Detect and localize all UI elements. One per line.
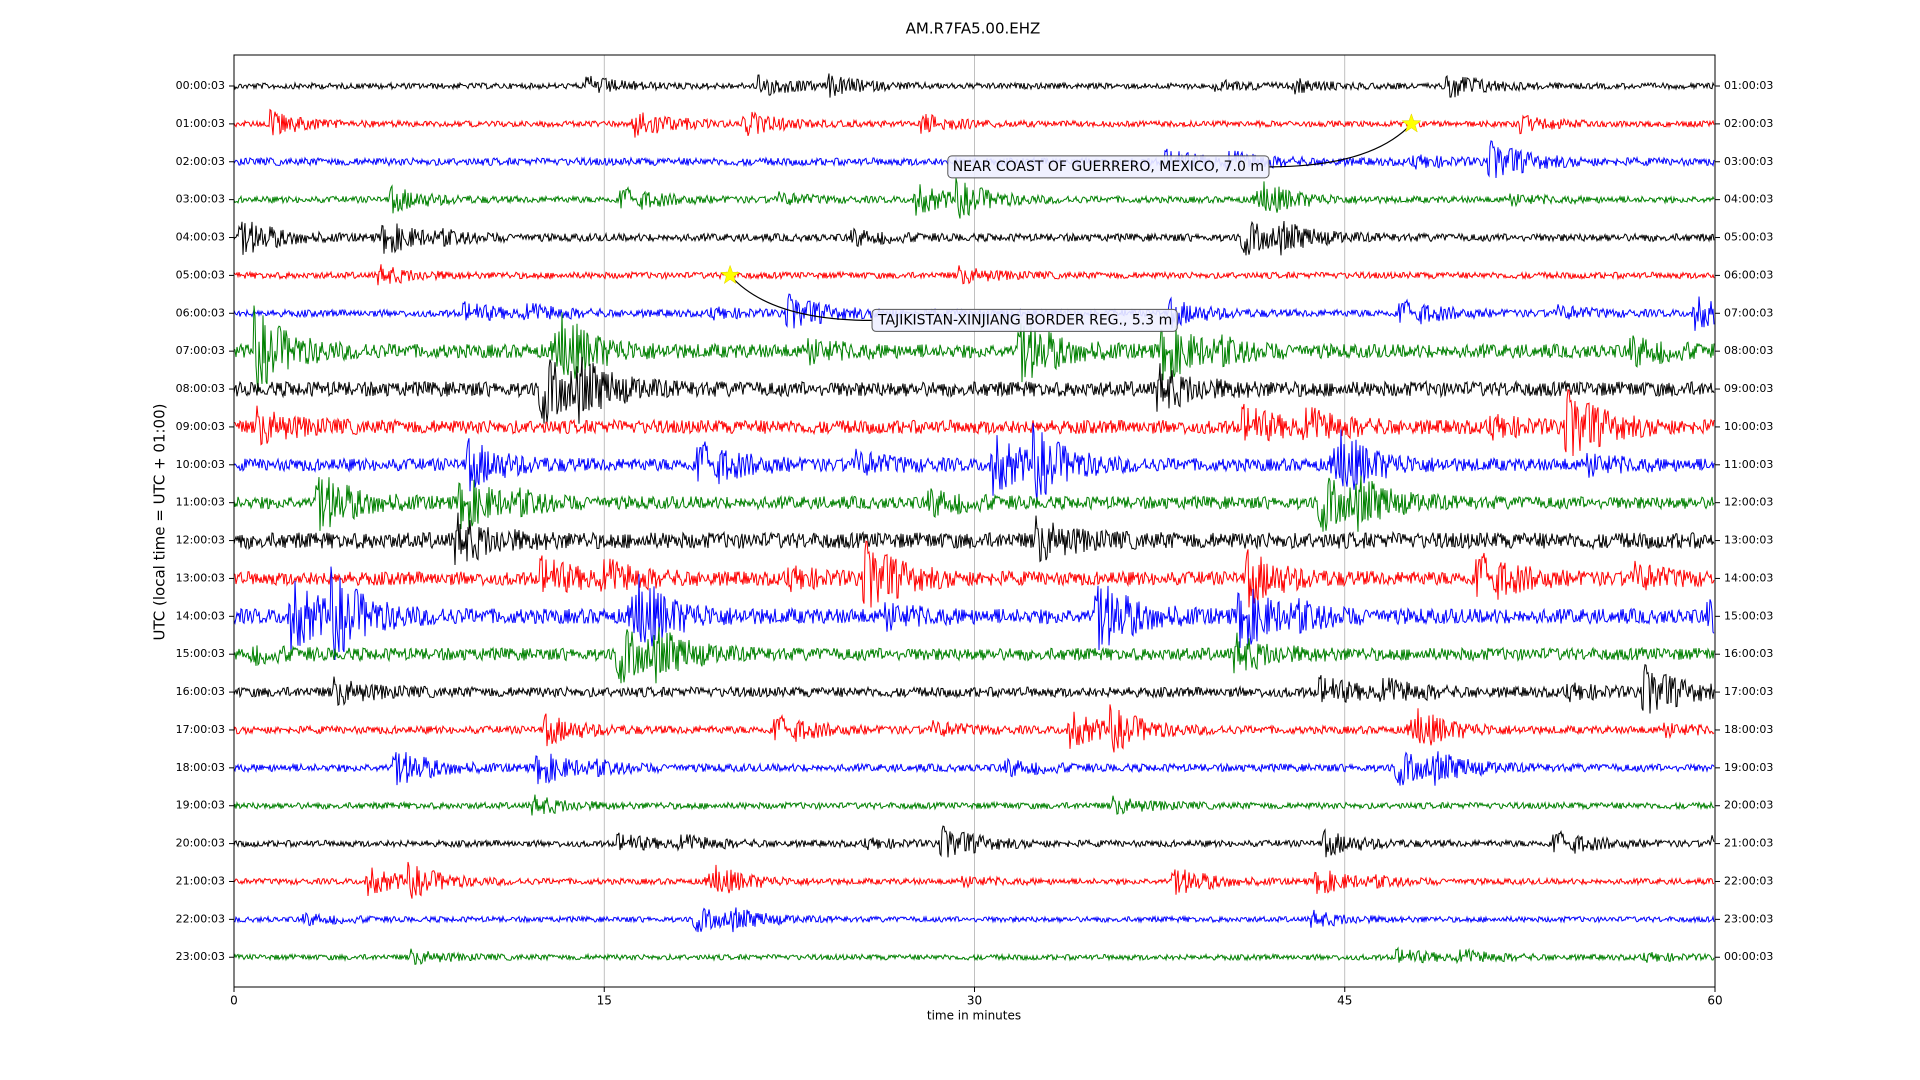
y-tick-label: 23:00:03 bbox=[176, 950, 225, 963]
y2-tick-label: 20:00:03 bbox=[1724, 799, 1773, 812]
seismic-trace bbox=[233, 907, 1715, 933]
y2-tick-label: 01:00:03 bbox=[1724, 79, 1773, 92]
seismic-trace bbox=[233, 794, 1715, 816]
seismic-trace bbox=[233, 388, 1715, 457]
y-tick-label: 05:00:03 bbox=[176, 268, 225, 281]
event-label: NEAR COAST OF GUERRERO, MEXICO, 7.0 m bbox=[953, 159, 1264, 175]
y-tick-label: 21:00:03 bbox=[176, 874, 225, 887]
y2-tick-label: 06:00:03 bbox=[1724, 268, 1773, 281]
event-star bbox=[719, 264, 741, 285]
event-star bbox=[1401, 113, 1422, 133]
event-label: TAJIKISTAN-XINJIANG BORDER REG., 5.3 m bbox=[877, 312, 1172, 328]
event-connector bbox=[1268, 123, 1412, 168]
y-tick-label: 10:00:03 bbox=[176, 458, 225, 471]
y2-tick-label: 13:00:03 bbox=[1724, 534, 1773, 547]
seismic-trace bbox=[233, 423, 1715, 502]
seismic-trace bbox=[233, 540, 1715, 608]
event-connector bbox=[729, 275, 873, 321]
y-tick-label: 19:00:03 bbox=[176, 799, 225, 812]
y2-tick-label: 15:00:03 bbox=[1724, 609, 1773, 622]
y-tick-label: 18:00:03 bbox=[176, 761, 225, 774]
y-tick-label: 16:00:03 bbox=[176, 685, 225, 698]
y2-tick-label: 11:00:03 bbox=[1724, 458, 1773, 471]
y2-tick-label: 12:00:03 bbox=[1724, 496, 1773, 509]
seismic-trace bbox=[233, 861, 1715, 899]
y2-tick-label: 04:00:03 bbox=[1724, 193, 1773, 206]
y2-tick-label: 22:00:03 bbox=[1724, 874, 1773, 887]
y-tick-label: 15:00:03 bbox=[176, 647, 225, 660]
seismic-trace bbox=[233, 73, 1715, 98]
x-tick-label: 15 bbox=[597, 994, 612, 1008]
y2-tick-label: 03:00:03 bbox=[1724, 155, 1773, 168]
seismic-trace bbox=[233, 751, 1715, 786]
y2-tick-label: 09:00:03 bbox=[1724, 382, 1773, 395]
y2-tick-label: 21:00:03 bbox=[1724, 837, 1773, 850]
event-annotation: NEAR COAST OF GUERRERO, MEXICO, 7.0 m bbox=[947, 113, 1422, 179]
x-tick-label: 60 bbox=[1707, 994, 1722, 1008]
seismic-trace bbox=[233, 512, 1715, 566]
y-tick-label: 08:00:03 bbox=[176, 382, 225, 395]
seismic-trace bbox=[233, 946, 1715, 965]
y2-tick-label: 18:00:03 bbox=[1724, 723, 1773, 736]
y-tick-label: 22:00:03 bbox=[176, 912, 225, 925]
y-tick-label: 04:00:03 bbox=[176, 231, 225, 244]
y2-tick-label: 14:00:03 bbox=[1724, 571, 1773, 584]
y-tick-label: 13:00:03 bbox=[176, 571, 225, 584]
event-label-box bbox=[947, 155, 1270, 179]
y-tick-label: 20:00:03 bbox=[176, 837, 225, 850]
seismic-trace bbox=[233, 305, 1715, 392]
y-tick-label: 00:00:03 bbox=[176, 79, 225, 92]
y2-tick-label: 00:00:03 bbox=[1724, 950, 1773, 963]
seismic-trace bbox=[233, 627, 1715, 684]
seismic-trace bbox=[233, 178, 1715, 219]
event-label-box bbox=[871, 308, 1178, 332]
y2-tick-label: 17:00:03 bbox=[1724, 685, 1773, 698]
y-tick-label: 11:00:03 bbox=[176, 496, 225, 509]
x-axis-label: time in minutes bbox=[927, 1009, 1021, 1023]
y-tick-label: 09:00:03 bbox=[176, 420, 225, 433]
y-tick-label: 14:00:03 bbox=[176, 609, 225, 622]
chart-title: AM.R7FA5.00.EHZ bbox=[906, 20, 1041, 38]
seismic-trace bbox=[233, 825, 1715, 858]
event-annotation: TAJIKISTAN-XINJIANG BORDER REG., 5.3 m bbox=[719, 264, 1178, 332]
y-tick-label: 06:00:03 bbox=[176, 306, 225, 319]
seismic-trace bbox=[233, 108, 1715, 138]
y-tick-label: 17:00:03 bbox=[176, 723, 225, 736]
y-axis-label: UTC (local time = UTC + 01:00) bbox=[151, 404, 169, 641]
overlay: 0 15 30 45 60 00:00:03 01:00:03 01:00:03 02:00:0… bbox=[176, 79, 1774, 1008]
y2-tick-label: 05:00:03 bbox=[1724, 231, 1773, 244]
seismic-trace bbox=[233, 566, 1715, 661]
traces bbox=[233, 73, 1715, 965]
x-tick-label: 45 bbox=[1337, 994, 1352, 1008]
y-tick-label: 02:00:03 bbox=[176, 155, 225, 168]
y2-tick-label: 08:00:03 bbox=[1724, 344, 1773, 357]
y2-tick-label: 16:00:03 bbox=[1724, 647, 1773, 660]
seismic-trace bbox=[233, 356, 1715, 424]
seismic-trace bbox=[233, 704, 1715, 753]
y-tick-label: 01:00:03 bbox=[176, 117, 225, 130]
y-tick-label: 12:00:03 bbox=[176, 534, 225, 547]
seismic-trace bbox=[233, 220, 1715, 256]
x-tick-label: 30 bbox=[967, 994, 982, 1008]
x-tick-label: 0 bbox=[230, 994, 238, 1008]
seismic-trace bbox=[233, 264, 1715, 286]
seismic-trace bbox=[233, 475, 1715, 532]
y2-tick-label: 23:00:03 bbox=[1724, 912, 1773, 925]
y2-tick-label: 10:00:03 bbox=[1724, 420, 1773, 433]
seismic-trace bbox=[233, 663, 1715, 714]
y-tick-label: 03:00:03 bbox=[176, 193, 225, 206]
y2-tick-label: 19:00:03 bbox=[1724, 761, 1773, 774]
y2-tick-label: 02:00:03 bbox=[1724, 117, 1773, 130]
y-tick-label: 07:00:03 bbox=[176, 344, 225, 357]
y2-tick-label: 07:00:03 bbox=[1724, 306, 1773, 319]
